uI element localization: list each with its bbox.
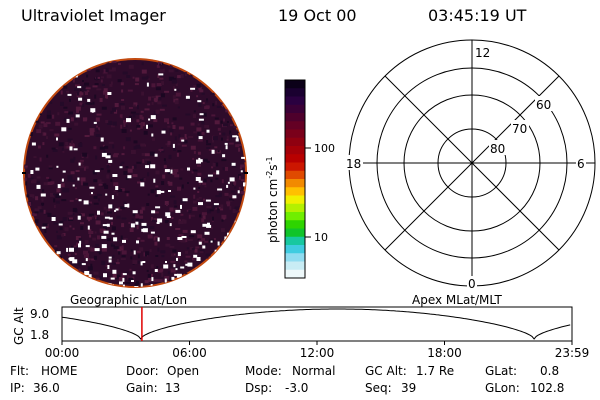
instrument-title: Ultraviolet Imager bbox=[21, 6, 166, 25]
status-key: GLon: bbox=[485, 381, 520, 395]
status-key: Mode: bbox=[245, 364, 282, 378]
status-value: Open bbox=[167, 364, 200, 378]
status-value: Normal bbox=[292, 364, 336, 378]
timeline-x-tick: 00:00 bbox=[45, 346, 80, 360]
status-value: 36.0 bbox=[33, 381, 60, 395]
timeline-y-label: GC Alt bbox=[12, 307, 26, 345]
status-key: Seq: bbox=[365, 381, 392, 395]
status-value: 1.7 Re bbox=[416, 364, 455, 378]
status-key: Flt: bbox=[10, 364, 29, 378]
timeline-y-tick: 1.8 bbox=[30, 328, 49, 342]
status-value: 39 bbox=[401, 381, 417, 395]
geographic-label: Geographic Lat/Lon bbox=[70, 293, 188, 307]
status-value: 13 bbox=[165, 381, 181, 395]
timeline-x-tick: 12:00 bbox=[300, 346, 335, 360]
date-label: 19 Oct 00 bbox=[278, 6, 357, 25]
status-key: Door: bbox=[126, 364, 159, 378]
timeline-x-tick: 18:00 bbox=[427, 346, 462, 360]
status-key: GC Alt: bbox=[365, 364, 407, 378]
time-label: 03:45:19 UT bbox=[428, 6, 527, 25]
status-key: Dsp: bbox=[245, 381, 273, 395]
disk-background bbox=[25, 60, 245, 286]
status-key: IP: bbox=[10, 381, 25, 395]
timeline-x-tick: 23:59 bbox=[555, 346, 590, 360]
timeline-x-tick: 06:00 bbox=[172, 346, 207, 360]
status-key: Gain: bbox=[126, 381, 158, 395]
status-value: -3.0 bbox=[285, 381, 309, 395]
status-value: HOME bbox=[41, 364, 78, 378]
apex-label: Apex MLat/MLT bbox=[412, 293, 502, 307]
timeline-y-tick: 9.0 bbox=[30, 307, 49, 321]
status-value: 102.8 bbox=[530, 381, 565, 395]
altitude-curve bbox=[61, 308, 571, 340]
status-key: GLat: bbox=[485, 364, 518, 378]
status-value: 0.8 bbox=[540, 364, 560, 378]
